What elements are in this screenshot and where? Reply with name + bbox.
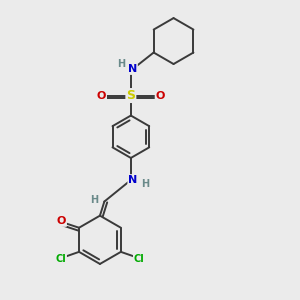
Text: Cl: Cl — [56, 254, 66, 264]
Text: H: H — [90, 195, 98, 205]
Text: Cl: Cl — [134, 254, 145, 264]
Text: S: S — [126, 89, 135, 102]
Text: O: O — [156, 91, 165, 100]
Text: O: O — [57, 216, 66, 226]
Text: H: H — [141, 179, 149, 190]
Text: H: H — [117, 59, 125, 69]
Text: N: N — [128, 175, 137, 185]
Text: O: O — [97, 91, 106, 100]
Text: N: N — [128, 64, 137, 74]
